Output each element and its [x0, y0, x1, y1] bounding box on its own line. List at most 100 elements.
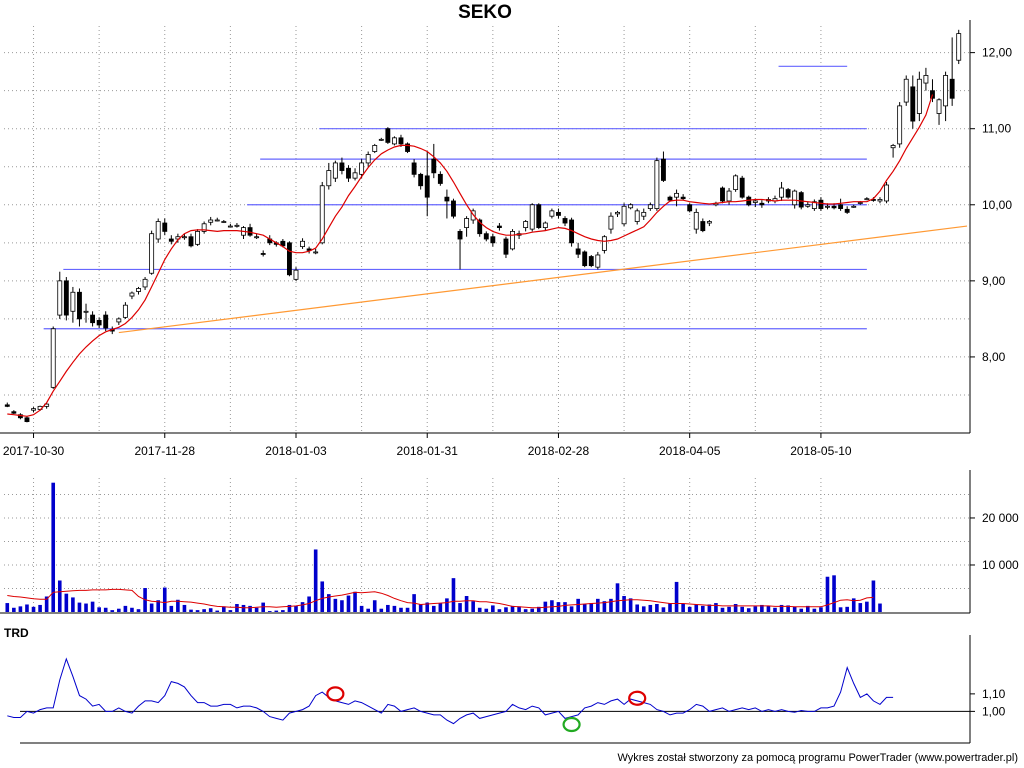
volume-bar	[90, 601, 95, 612]
candle-body	[63, 280, 69, 316]
candle-body	[739, 177, 745, 198]
volume-bar	[18, 606, 23, 612]
candle-body	[116, 318, 122, 323]
volume-bar	[12, 607, 16, 612]
volume-bar	[641, 606, 646, 612]
candle-body	[529, 204, 535, 230]
candle-body	[293, 269, 299, 280]
volume-bar	[405, 607, 410, 612]
candle-body	[582, 251, 588, 267]
volume-bar	[563, 602, 567, 612]
candle-body	[621, 205, 627, 225]
volume-bar	[681, 603, 685, 612]
candle-body	[825, 205, 830, 208]
volume-bar	[366, 608, 370, 612]
price-moving-average	[7, 94, 934, 417]
volume-bar	[294, 605, 298, 612]
volume-bar	[386, 604, 390, 612]
candle-body	[411, 162, 417, 175]
candle-body	[562, 218, 568, 224]
candle-body	[575, 248, 581, 255]
candle-body	[851, 205, 857, 208]
volume-bar	[648, 604, 653, 612]
candle-body	[221, 221, 227, 223]
volume-bar	[169, 605, 174, 612]
candle-body	[11, 411, 17, 414]
volume-bar	[491, 605, 495, 612]
volume-bar	[353, 591, 357, 612]
candle-body	[523, 221, 529, 228]
volume-bar	[832, 575, 836, 612]
volume-bar	[622, 596, 626, 612]
candle-body	[4, 404, 10, 407]
volume-bar	[51, 482, 56, 612]
candle-body	[234, 224, 240, 227]
candle-body	[103, 314, 109, 329]
x-tick-label: 2018-05-10	[790, 444, 852, 458]
candle-body	[149, 233, 155, 274]
volume-bar	[222, 606, 226, 612]
volume-bar	[602, 601, 607, 612]
candle-body	[877, 199, 883, 202]
candle-body	[214, 219, 220, 222]
volume-bar	[819, 607, 823, 612]
candle-body	[831, 205, 837, 209]
candle-body	[313, 251, 319, 254]
candle-body	[923, 75, 929, 84]
candle-body	[346, 167, 351, 179]
volume-bar	[123, 605, 128, 612]
candle-body	[464, 218, 470, 228]
volume-bar	[851, 598, 856, 612]
volume-bar	[720, 607, 725, 612]
candle-body	[956, 33, 962, 61]
volume-bar	[845, 606, 849, 612]
candle-body	[903, 78, 909, 103]
candle-body	[503, 238, 509, 255]
candle-body	[352, 172, 358, 179]
candle-body	[884, 184, 889, 202]
candle-body	[759, 202, 765, 206]
volume-bar	[64, 593, 69, 612]
volume-bar	[235, 604, 239, 612]
volume-bar	[825, 576, 830, 612]
chart-title: SEKO	[458, 2, 512, 23]
volume-bar	[208, 608, 213, 612]
trd-y-tick-label: 1,10	[982, 687, 1006, 701]
volume-bar	[773, 607, 777, 612]
volume-bar	[766, 605, 771, 612]
candle-body	[195, 231, 201, 245]
volume-bar	[582, 604, 587, 612]
x-tick-label: 2018-01-31	[397, 444, 459, 458]
candle-body	[457, 231, 463, 240]
volume-bar	[281, 610, 285, 612]
candle-body	[792, 190, 798, 206]
candle-body	[930, 90, 935, 99]
candle-body	[286, 242, 292, 276]
volume-bar	[117, 608, 121, 612]
volume-bar	[477, 607, 482, 612]
volume-bar	[504, 607, 508, 612]
candle-body	[634, 210, 640, 222]
volume-bar	[57, 580, 62, 612]
volume-y-tick-label: 20 000	[982, 511, 1019, 525]
candle-body	[24, 417, 30, 422]
volume-bar	[753, 606, 758, 612]
candle-body	[57, 280, 63, 316]
trend-line	[118, 225, 968, 334]
volume-bar	[130, 607, 134, 612]
volume-bar	[786, 605, 790, 612]
candle-body	[615, 211, 620, 215]
candle-body	[405, 143, 410, 152]
candle-body	[608, 215, 614, 230]
trd-panel-label: TRD	[4, 626, 29, 640]
candle-body	[628, 204, 634, 209]
volume-bar	[267, 611, 272, 612]
candle-body	[726, 190, 732, 202]
volume-bar	[162, 587, 167, 612]
volume-bar	[326, 594, 331, 612]
volume-bar	[458, 603, 462, 612]
candle-body	[805, 204, 811, 207]
candle-body	[31, 408, 36, 411]
volume-bar	[576, 598, 580, 612]
candle-body	[418, 173, 424, 187]
